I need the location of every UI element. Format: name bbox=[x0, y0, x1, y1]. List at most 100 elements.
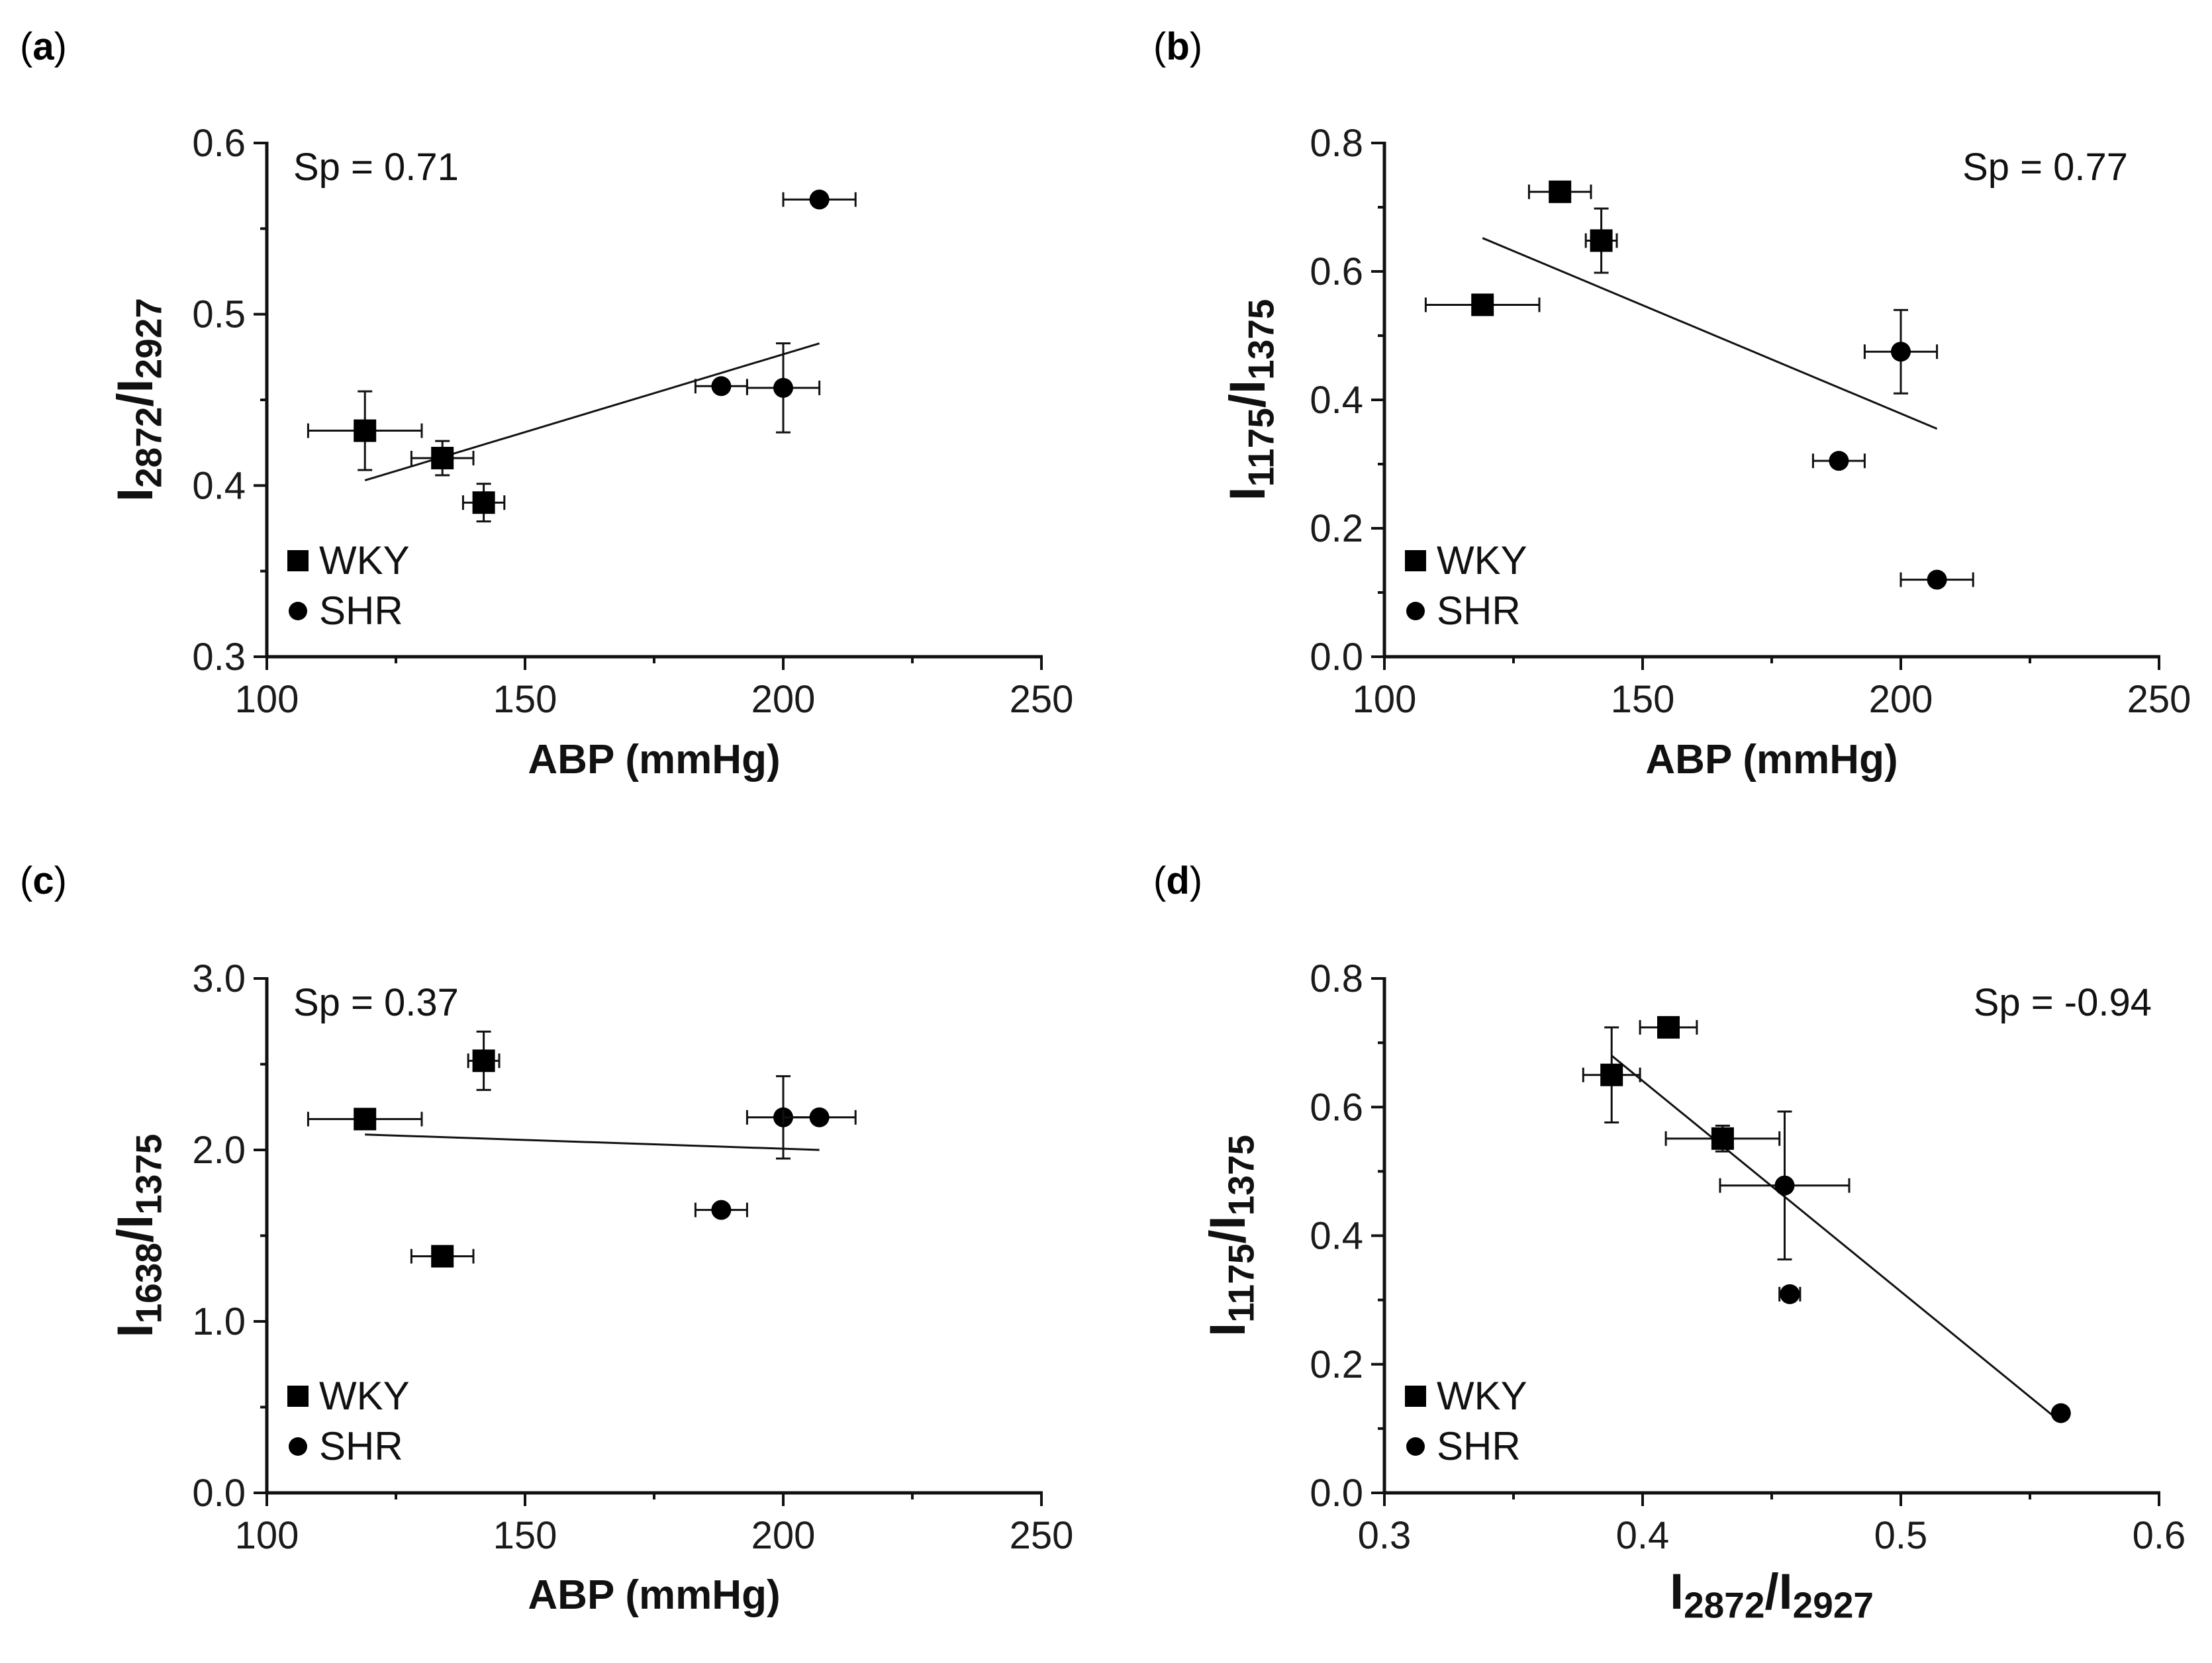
data-point-wky-1 bbox=[472, 1049, 495, 1072]
panel-label-close: ) bbox=[1190, 25, 1202, 68]
spearman-annotation: Sp = -0.94 bbox=[1974, 981, 2152, 1024]
y-axis-title-sub1: 2872 bbox=[128, 407, 169, 488]
y-axis-title-sub1: 1175 bbox=[1241, 408, 1282, 487]
data-point-wky-2 bbox=[1471, 293, 1494, 316]
data-point-wky-1 bbox=[431, 446, 454, 469]
y-tick-label: 0.6 bbox=[1310, 250, 1363, 293]
x-tick-label: 250 bbox=[2127, 678, 2191, 721]
data-point-shr-2 bbox=[711, 1200, 732, 1220]
x-tick-label: 0.5 bbox=[1874, 1514, 1928, 1557]
y-tick-label: 0.8 bbox=[1310, 957, 1363, 1000]
series-shr bbox=[694, 1075, 857, 1220]
regression-line bbox=[1482, 237, 1938, 430]
legend-circle-icon bbox=[1406, 1437, 1425, 1456]
panel-d: (d)0.00.20.40.60.80.3 0.4 0.5 0.6I1175/I137… bbox=[1153, 859, 2186, 1626]
x-tick-label: 200 bbox=[751, 678, 816, 721]
y-tick-label: 0.8 bbox=[1310, 122, 1363, 165]
legend-circle-icon bbox=[289, 1437, 307, 1456]
legend-circle-icon bbox=[1406, 602, 1425, 620]
y-axis-title-sub2: 1375 bbox=[128, 1133, 169, 1214]
legend: WKY SHR bbox=[287, 1374, 410, 1468]
panel-label-open: ( bbox=[1153, 25, 1166, 68]
data-point-shr-2 bbox=[1927, 569, 1947, 590]
x-axis-title: ABP (mmHg) bbox=[1645, 737, 1898, 783]
data-point-shr-2 bbox=[2050, 1403, 2071, 1423]
y-tick-label: 2.0 bbox=[192, 1129, 246, 1172]
y-axis-title-sep: /I bbox=[107, 379, 164, 406]
x-tick-label: 0.6 bbox=[2133, 1514, 2186, 1557]
y-tick-label: 3.0 bbox=[192, 957, 246, 1000]
panel-label: (d) bbox=[1153, 859, 1202, 902]
y-tick-label: 0.0 bbox=[1310, 1472, 1363, 1515]
y-tick-label: 0.2 bbox=[1310, 507, 1363, 550]
y-axis-title-sep: /I bbox=[1200, 1215, 1256, 1243]
data-point-wky-2 bbox=[1711, 1127, 1734, 1150]
regression-line bbox=[365, 1133, 820, 1151]
y-axis-title-base: I bbox=[1220, 487, 1276, 500]
x-tick-label: 150 bbox=[1611, 678, 1675, 721]
y-tick-label: 0.0 bbox=[1310, 636, 1363, 679]
x-axis-title-base: I bbox=[1670, 1564, 1684, 1620]
x-tick-label: 150 bbox=[493, 678, 557, 721]
y-tick-label: 0.6 bbox=[1310, 1086, 1363, 1129]
data-point-shr-1 bbox=[1829, 451, 1849, 471]
panel-label-letter: b bbox=[1166, 25, 1189, 68]
y-tick-label: 0.3 bbox=[192, 636, 246, 679]
series-wky bbox=[307, 1030, 501, 1268]
panel-label: (b) bbox=[1153, 25, 1202, 68]
y-tick-label: 0.4 bbox=[192, 464, 246, 507]
y-tick-label: 1.0 bbox=[192, 1300, 246, 1343]
x-tick-label: 100 bbox=[235, 1514, 299, 1557]
panel-label-letter: c bbox=[32, 859, 54, 902]
x-axis-title-sub2: 2927 bbox=[1793, 1585, 1874, 1626]
legend-label-shr: SHR bbox=[319, 589, 403, 633]
y-axis-title: I1175/I1375 bbox=[1220, 299, 1282, 500]
data-point-shr-1 bbox=[809, 1107, 830, 1127]
series-wky bbox=[307, 390, 506, 523]
series-shr bbox=[1719, 1110, 2071, 1423]
data-point-wky-0 bbox=[1657, 1016, 1680, 1039]
legend-label-shr: SHR bbox=[1437, 589, 1521, 633]
data-point-wky-1 bbox=[1590, 229, 1613, 252]
panel-label-close: ) bbox=[54, 859, 67, 902]
y-axis-title-base: I bbox=[107, 488, 164, 502]
data-point-shr-1 bbox=[1780, 1284, 1800, 1304]
panel-c: (c) 0.0 1.0 2.0 3.0 100 150 200 250 I1638/I1375 AB… bbox=[20, 859, 1073, 1618]
legend: WKY SHR bbox=[1405, 1374, 1527, 1468]
legend-square-icon bbox=[287, 1386, 309, 1407]
x-tick-label: 100 bbox=[235, 678, 299, 721]
spearman-annotation: Sp = 0.37 bbox=[293, 981, 459, 1024]
legend-label-shr: SHR bbox=[319, 1424, 403, 1468]
legend-circle-icon bbox=[289, 602, 307, 620]
legend: WKY SHR bbox=[1405, 538, 1527, 633]
legend-label-wky: WKY bbox=[319, 1374, 410, 1418]
x-axis-title: I2872/I2927 bbox=[1670, 1564, 1874, 1626]
regression-line bbox=[1611, 1055, 2062, 1423]
panel-label-letter: d bbox=[1166, 859, 1189, 902]
data-point-shr-0 bbox=[1891, 342, 1911, 362]
y-axis-title-sub1: 1175 bbox=[1221, 1244, 1262, 1323]
y-axis-title-sep: /I bbox=[1220, 380, 1276, 408]
x-axis-title-sep: /I bbox=[1764, 1564, 1792, 1620]
x-tick-label: 0.3 bbox=[1358, 1514, 1412, 1557]
data-point-shr-0 bbox=[711, 376, 732, 397]
y-axis-title-sub2: 2927 bbox=[128, 298, 169, 379]
legend-label-wky: WKY bbox=[319, 538, 410, 583]
x-tick-label: 200 bbox=[751, 1514, 816, 1557]
y-tick-label: 0.5 bbox=[192, 293, 246, 336]
series-shr bbox=[694, 189, 857, 434]
y-axis-title-sub2: 1375 bbox=[1241, 299, 1282, 379]
panel-b: (b) 0.0 0.2 0.4 0.6 0.8 100 150 200 250 I1175/I137… bbox=[1153, 25, 2191, 783]
panel-label-letter: a bbox=[32, 25, 54, 68]
panel-label-close: ) bbox=[54, 25, 67, 68]
legend-square-icon bbox=[1405, 1386, 1426, 1407]
y-axis-title-sep: /I bbox=[107, 1215, 164, 1243]
x-tick-label: 250 bbox=[1010, 1514, 1074, 1557]
series-wky bbox=[1424, 180, 1618, 316]
legend-square-icon bbox=[1405, 550, 1426, 571]
legend: WKY SHR bbox=[287, 538, 410, 633]
data-point-wky-2 bbox=[431, 1245, 454, 1268]
data-point-shr-0 bbox=[1774, 1175, 1795, 1196]
x-tick-label: 250 bbox=[1010, 678, 1074, 721]
